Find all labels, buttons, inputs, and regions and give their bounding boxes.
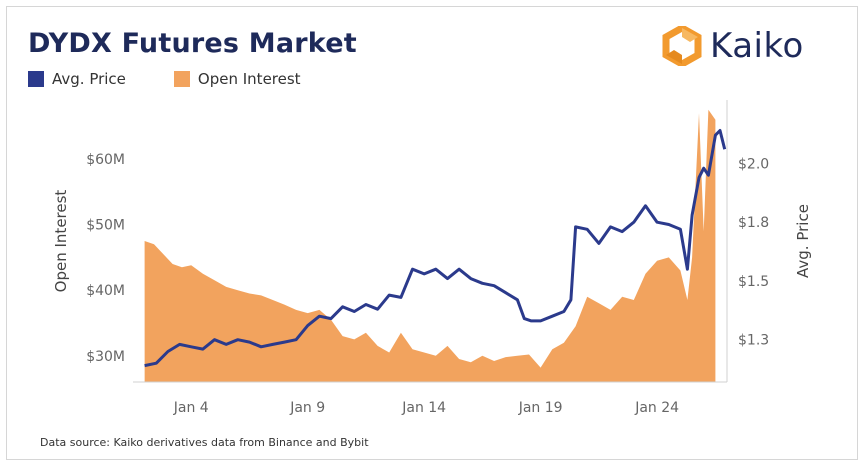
y-right-tick-label: $1.3 xyxy=(738,333,769,349)
open-interest-area xyxy=(144,109,716,383)
y-left-axis-title: Open Interest xyxy=(52,190,70,293)
kaiko-logo: Kaiko xyxy=(662,26,804,66)
y-left-tick-label: $50M xyxy=(86,218,125,234)
chart-title: DYDX Futures Market xyxy=(28,28,357,59)
legend: Avg. Price Open Interest xyxy=(28,70,349,88)
y-left-tick-label: $40M xyxy=(86,283,125,299)
y-right-tick-label: $1.8 xyxy=(738,215,769,231)
legend-label-open-interest: Open Interest xyxy=(197,70,301,88)
kaiko-logo-text: Kaiko xyxy=(710,26,804,66)
legend-label-price: Avg. Price xyxy=(52,70,126,88)
legend-item-open-interest: Open Interest xyxy=(173,70,301,88)
x-tick-label: Jan 14 xyxy=(401,400,446,416)
x-tick-label: Jan 24 xyxy=(634,400,679,416)
legend-swatch-open-interest xyxy=(173,71,190,87)
kaiko-logo-icon xyxy=(662,26,702,66)
x-tick-label: Jan 9 xyxy=(289,400,325,416)
y-right-tick-label: $2.0 xyxy=(738,156,769,172)
x-tick-label: Jan 19 xyxy=(518,400,563,416)
x-tick-label: Jan 4 xyxy=(173,400,209,416)
data-source-note: Data source: Kaiko derivatives data from… xyxy=(40,436,369,449)
legend-swatch-price xyxy=(28,71,44,87)
y-left-tick-label: $60M xyxy=(86,152,125,168)
legend-item-price: Avg. Price xyxy=(28,70,126,88)
y-right-tick-label: $1.5 xyxy=(738,274,769,290)
y-left-tick-label: $30M xyxy=(86,349,125,365)
y-right-axis-title: Avg. Price xyxy=(794,204,812,278)
avg-price-line xyxy=(144,129,727,368)
